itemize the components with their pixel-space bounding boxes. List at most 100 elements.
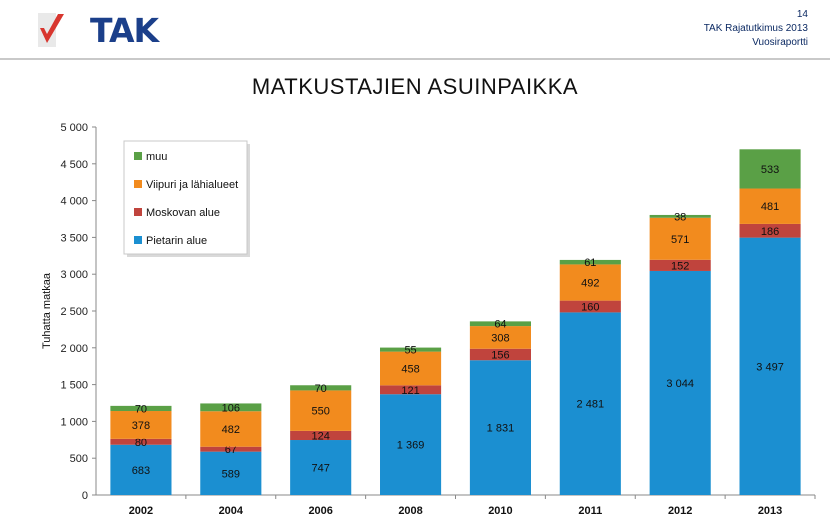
chart-title: MATKUSTAJIEN ASUINPAIKKA [251,74,579,99]
data-label: 156 [491,349,509,361]
y-axis-label: Tuhatta matkaa [41,272,53,349]
y-tick-label: 3 000 [60,269,88,281]
x-tick-label: 2013 [758,505,782,517]
bar-segment [380,347,442,352]
data-label: 61 [584,257,596,269]
x-tick-label: 2011 [578,505,602,517]
legend-swatch [134,152,142,160]
data-label: 80 [135,437,147,449]
report-header: TAK 14 TAK Rajatutkimus 2013 Vuosiraport… [0,0,830,58]
bar-segment [110,438,172,445]
legend-swatch [134,208,142,216]
logo-text: TAK [90,11,159,50]
bar-segment [380,351,442,386]
y-tick-label: 5 000 [60,122,88,134]
y-tick-label: 2 000 [60,343,88,355]
data-label: 458 [401,363,419,375]
bar-segment [290,430,352,441]
bar-segment [739,188,801,224]
report-meta: 14 TAK Rajatutkimus 2013 Vuosiraportti [704,8,808,50]
x-tick-label: 2006 [308,505,332,517]
header-divider [0,58,830,60]
tak-logo: TAK [38,10,159,50]
y-tick-label: 1 000 [60,416,88,428]
bar-segment [110,411,172,439]
data-label: 378 [132,420,150,432]
x-tick-label: 2008 [398,505,422,517]
legend-label: muu [146,151,167,163]
data-label: 3 497 [756,361,784,373]
bar-segment [290,440,352,495]
bar-segment [559,259,621,265]
data-label: 481 [761,201,779,213]
bar-segment [110,405,172,412]
bar-segment [200,451,262,495]
data-label: 70 [315,383,327,395]
data-label: 67 [225,444,237,456]
y-tick-label: 3 500 [60,232,88,244]
bar-segment [649,214,711,218]
data-label: 106 [222,402,240,414]
bar-segment [469,348,531,361]
bar-segment [380,394,442,495]
bar-segment [559,300,621,313]
data-label: 1 831 [487,423,515,435]
data-label: 124 [312,430,330,442]
bar-segment [469,326,531,349]
bar-segment [200,446,262,452]
data-label: 70 [135,403,147,415]
bar-segment [290,385,352,391]
legend-label: Pietarin alue [146,235,207,247]
data-label: 160 [581,302,599,314]
data-label: 589 [222,468,240,480]
bar-segment [200,403,262,412]
legend-label: Moskovan alue [146,207,220,219]
y-tick-label: 1 500 [60,380,88,392]
bar-segment [290,390,352,431]
data-label: 482 [222,424,240,436]
data-label: 152 [671,260,689,272]
report-subtitle: Vuosiraportti [752,37,808,48]
data-label: 1 369 [397,440,425,452]
data-label: 3 044 [666,378,694,390]
report-title: TAK Rajatutkimus 2013 [703,23,808,34]
x-tick-label: 2010 [488,505,512,517]
legend-swatch [134,180,142,188]
bar-segment [559,264,621,301]
bar-segment [559,312,621,495]
y-tick-label: 2 500 [60,306,88,318]
x-tick-label: 2012 [668,505,692,517]
data-label: 492 [581,278,599,290]
y-tick-label: 4 500 [60,159,88,171]
data-label: 683 [132,465,150,477]
data-label: 2 481 [577,399,605,411]
bar-segment [739,149,801,189]
data-label: 186 [761,226,779,238]
data-label: 550 [312,406,330,418]
bar-segment [649,217,711,260]
legend-swatch [134,236,142,244]
bar-segment [739,223,801,238]
logo-check-icon [38,13,64,47]
legend-label: Viipuri ja lähialueet [146,179,238,191]
bar-segment [469,360,531,495]
bar-segment [110,444,172,495]
data-label: 55 [404,345,416,357]
y-tick-label: 0 [82,490,88,502]
page-number: 14 [796,9,808,20]
bar-segment [649,270,711,495]
bar-segment [200,411,262,447]
data-label: 571 [671,234,689,246]
data-label: 308 [491,332,509,344]
data-label: 121 [401,385,419,397]
data-label: 38 [674,211,686,223]
bar-segment [649,259,711,271]
y-tick-label: 4 000 [60,196,88,208]
y-tick-label: 500 [70,453,88,465]
x-tick-label: 2004 [219,505,244,517]
data-label: 64 [494,319,506,331]
legend-box [123,140,248,255]
data-label: 747 [312,463,330,475]
bar-segment [739,237,801,496]
